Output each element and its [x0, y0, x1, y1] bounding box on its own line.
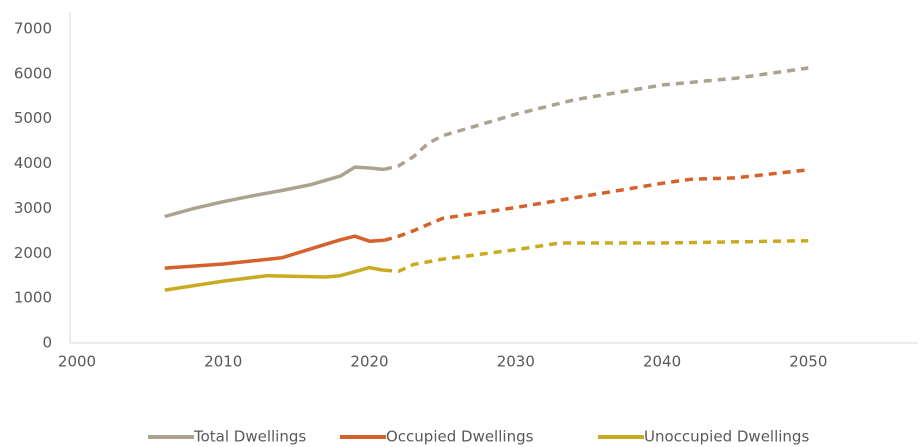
history-line [164, 165, 385, 219]
history-line [164, 234, 385, 270]
x-tick-label: 2030 [497, 353, 535, 371]
legend-label: Unoccupied Dwellings [644, 428, 809, 446]
legend-label: Occupied Dwellings [386, 428, 534, 446]
y-tick-label: 5000 [14, 109, 52, 127]
y-tick-label: 4000 [14, 154, 52, 172]
projection-line [383, 66, 809, 172]
y-tick-label: 6000 [14, 64, 52, 82]
y-tick-label: 7000 [14, 19, 52, 37]
y-tick-label: 0 [42, 334, 52, 352]
projection-line [383, 238, 809, 273]
history-line [164, 265, 385, 292]
projection-line [383, 168, 809, 242]
x-tick-label: 2010 [204, 353, 242, 371]
x-tick-label: 2050 [789, 353, 827, 371]
legend-label: Total Dwellings [193, 428, 306, 446]
y-tick-label: 2000 [14, 244, 52, 262]
x-tick-label: 2020 [350, 353, 388, 371]
y-tick-label: 1000 [14, 289, 52, 307]
x-tick-label: 2000 [58, 353, 96, 371]
x-tick-label: 2040 [643, 353, 681, 371]
y-tick-label: 3000 [14, 199, 52, 217]
